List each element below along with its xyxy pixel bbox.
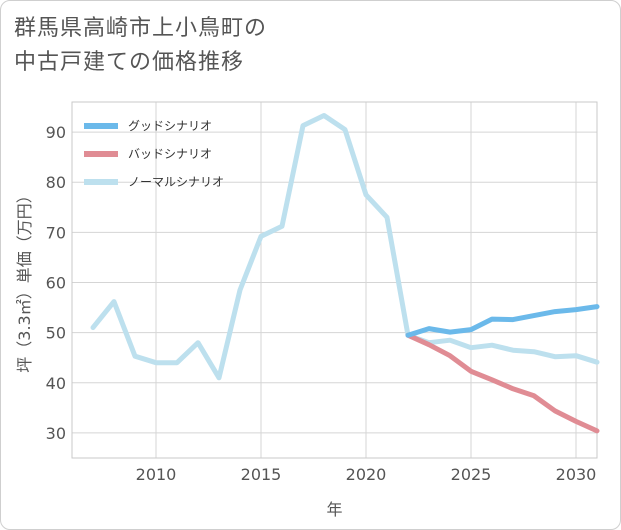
legend-label-1: グッドシナリオ [128,119,212,133]
y-tick-label: 70 [46,223,66,242]
series-line-2 [405,332,600,434]
y-tick-label: 80 [46,173,66,192]
grid-lines [72,102,597,458]
plot-area-border [71,101,598,459]
y-tick-label: 30 [46,424,66,443]
legend-label-2: バッドシナリオ [128,147,212,161]
x-axis-ticks: 2010 2015 2020 2025 2030 [136,465,597,484]
y-tick-label: 60 [46,274,66,293]
x-tick-label: 2010 [136,465,177,484]
x-tick-label: 2020 [346,465,387,484]
y-tick-label: 90 [46,123,66,142]
series-lines [90,113,600,434]
chart-title-line-2: 中古戸建ての価格推移 [14,50,245,75]
x-tick-label: 2025 [451,465,492,484]
y-axis-label: 坪（3.3㎡）単価（万円） [15,187,34,372]
chart-title-line-1: 群馬県高崎市上小鳥町の [14,16,268,41]
x-tick-label: 2030 [556,465,597,484]
series-line-1 [405,304,600,338]
series-line-3 [90,113,600,381]
y-axis-ticks: 30 40 50 60 70 80 90 [46,123,66,443]
y-tick-label: 40 [46,374,66,393]
chart-title: 群馬県高崎市上小鳥町の 中古戸建ての価格推移 [14,12,267,80]
y-tick-label: 50 [46,324,66,343]
x-axis-label: 年 [326,500,342,519]
x-tick-label: 2015 [241,465,282,484]
legend-label-3: ノーマルシナリオ [128,175,224,189]
